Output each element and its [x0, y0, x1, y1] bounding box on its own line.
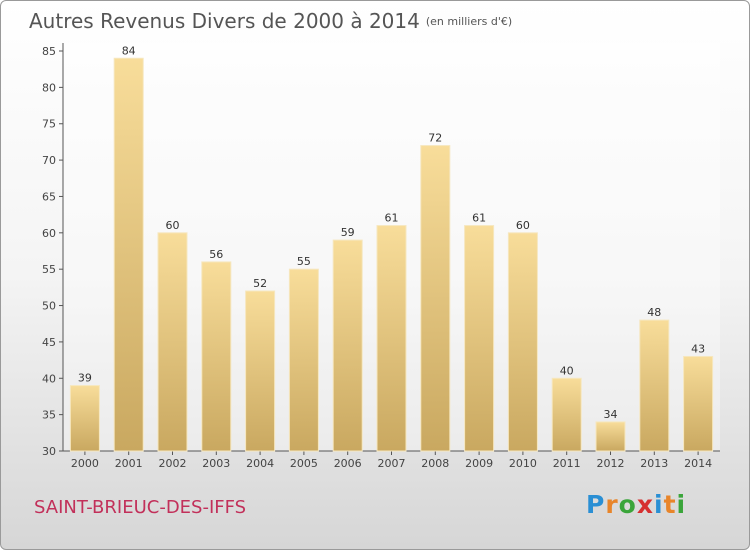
- bar-2008: [420, 145, 451, 452]
- value-label-2001: 84: [122, 44, 136, 57]
- logo-letter: P: [586, 490, 606, 519]
- value-label-2005: 55: [297, 255, 311, 268]
- x-tick-label-2004: 2004: [246, 457, 274, 470]
- bar-2010: [507, 232, 538, 452]
- y-tick-label: 75: [42, 118, 56, 131]
- y-tick-label: 55: [42, 263, 56, 276]
- bar-2007: [376, 225, 407, 452]
- value-label-2004: 52: [253, 277, 267, 290]
- x-tick-label-2006: 2006: [334, 457, 362, 470]
- bar-2005: [288, 268, 319, 452]
- x-tick-label-2002: 2002: [159, 457, 187, 470]
- bar-2001: [113, 57, 144, 452]
- value-label-2012: 34: [604, 408, 618, 421]
- bar-2004: [245, 290, 276, 452]
- x-tick-label-2007: 2007: [378, 457, 406, 470]
- value-label-2011: 40: [560, 364, 574, 377]
- value-label-2008: 72: [428, 132, 442, 145]
- x-tick-label-2012: 2012: [597, 457, 625, 470]
- chart-title: Autres Revenus Divers de 2000 à 2014 (en …: [29, 9, 512, 33]
- bar-2011: [551, 377, 582, 452]
- logo-letter: o: [618, 490, 637, 519]
- value-label-2007: 61: [385, 212, 399, 225]
- x-tick-label-2010: 2010: [509, 457, 537, 470]
- place-name: SAINT-BRIEUC-DES-IFFS: [34, 497, 247, 518]
- y-tick-label: 60: [42, 227, 56, 240]
- bar-2012: [595, 421, 626, 452]
- x-tick-label-2013: 2013: [640, 457, 668, 470]
- x-tick-label-2014: 2014: [684, 457, 712, 470]
- x-tick-label-2001: 2001: [115, 457, 143, 470]
- y-tick-label: 65: [42, 190, 56, 203]
- chart-labels: 2000 39 2001 84 2002 60 2003 56 2004 52 2005 55 2006…: [71, 44, 712, 470]
- x-tick-label-2003: 2003: [202, 457, 230, 470]
- value-label-2000: 39: [78, 372, 92, 385]
- proxiti-logo: Proxiti: [586, 490, 686, 519]
- chart-unit: (en milliers d'€): [425, 15, 513, 28]
- y-tick-label: 50: [42, 300, 56, 313]
- x-tick-label-2011: 2011: [553, 457, 581, 470]
- bar-2000: [69, 385, 100, 452]
- y-tick-label: 40: [42, 372, 56, 385]
- bar-2014: [683, 355, 714, 452]
- logo-letter: r: [605, 490, 619, 519]
- bar-2009: [464, 225, 495, 452]
- y-tick-label: 35: [42, 409, 56, 422]
- y-tick-label: 30: [42, 445, 56, 458]
- value-label-2003: 56: [209, 248, 223, 261]
- value-label-2010: 60: [516, 219, 530, 232]
- logo-letter: i: [654, 490, 664, 519]
- y-tick-label: 80: [42, 81, 56, 94]
- chart-title-text: Autres Revenus Divers de 2000 à 2014: [29, 9, 420, 33]
- x-tick-label-2000: 2000: [71, 457, 99, 470]
- y-tick-label: 70: [42, 154, 56, 167]
- logo-letter: i: [676, 490, 687, 519]
- chart-bars: [69, 57, 714, 452]
- bar-2013: [639, 319, 670, 452]
- value-label-2014: 43: [691, 342, 705, 355]
- value-label-2006: 59: [341, 226, 355, 239]
- bar-2003: [201, 261, 232, 452]
- x-tick-label-2008: 2008: [421, 457, 449, 470]
- bar-2002: [157, 232, 188, 452]
- value-label-2013: 48: [647, 306, 661, 319]
- x-tick-label-2009: 2009: [465, 457, 493, 470]
- logo-letter: x: [636, 490, 654, 519]
- bar-2006: [332, 239, 363, 452]
- logo-letter: t: [663, 490, 677, 519]
- y-tick-label: 85: [42, 45, 56, 58]
- y-tick-label: 45: [42, 336, 56, 349]
- value-label-2002: 60: [166, 219, 180, 232]
- value-label-2009: 61: [472, 212, 486, 225]
- x-tick-label-2005: 2005: [290, 457, 318, 470]
